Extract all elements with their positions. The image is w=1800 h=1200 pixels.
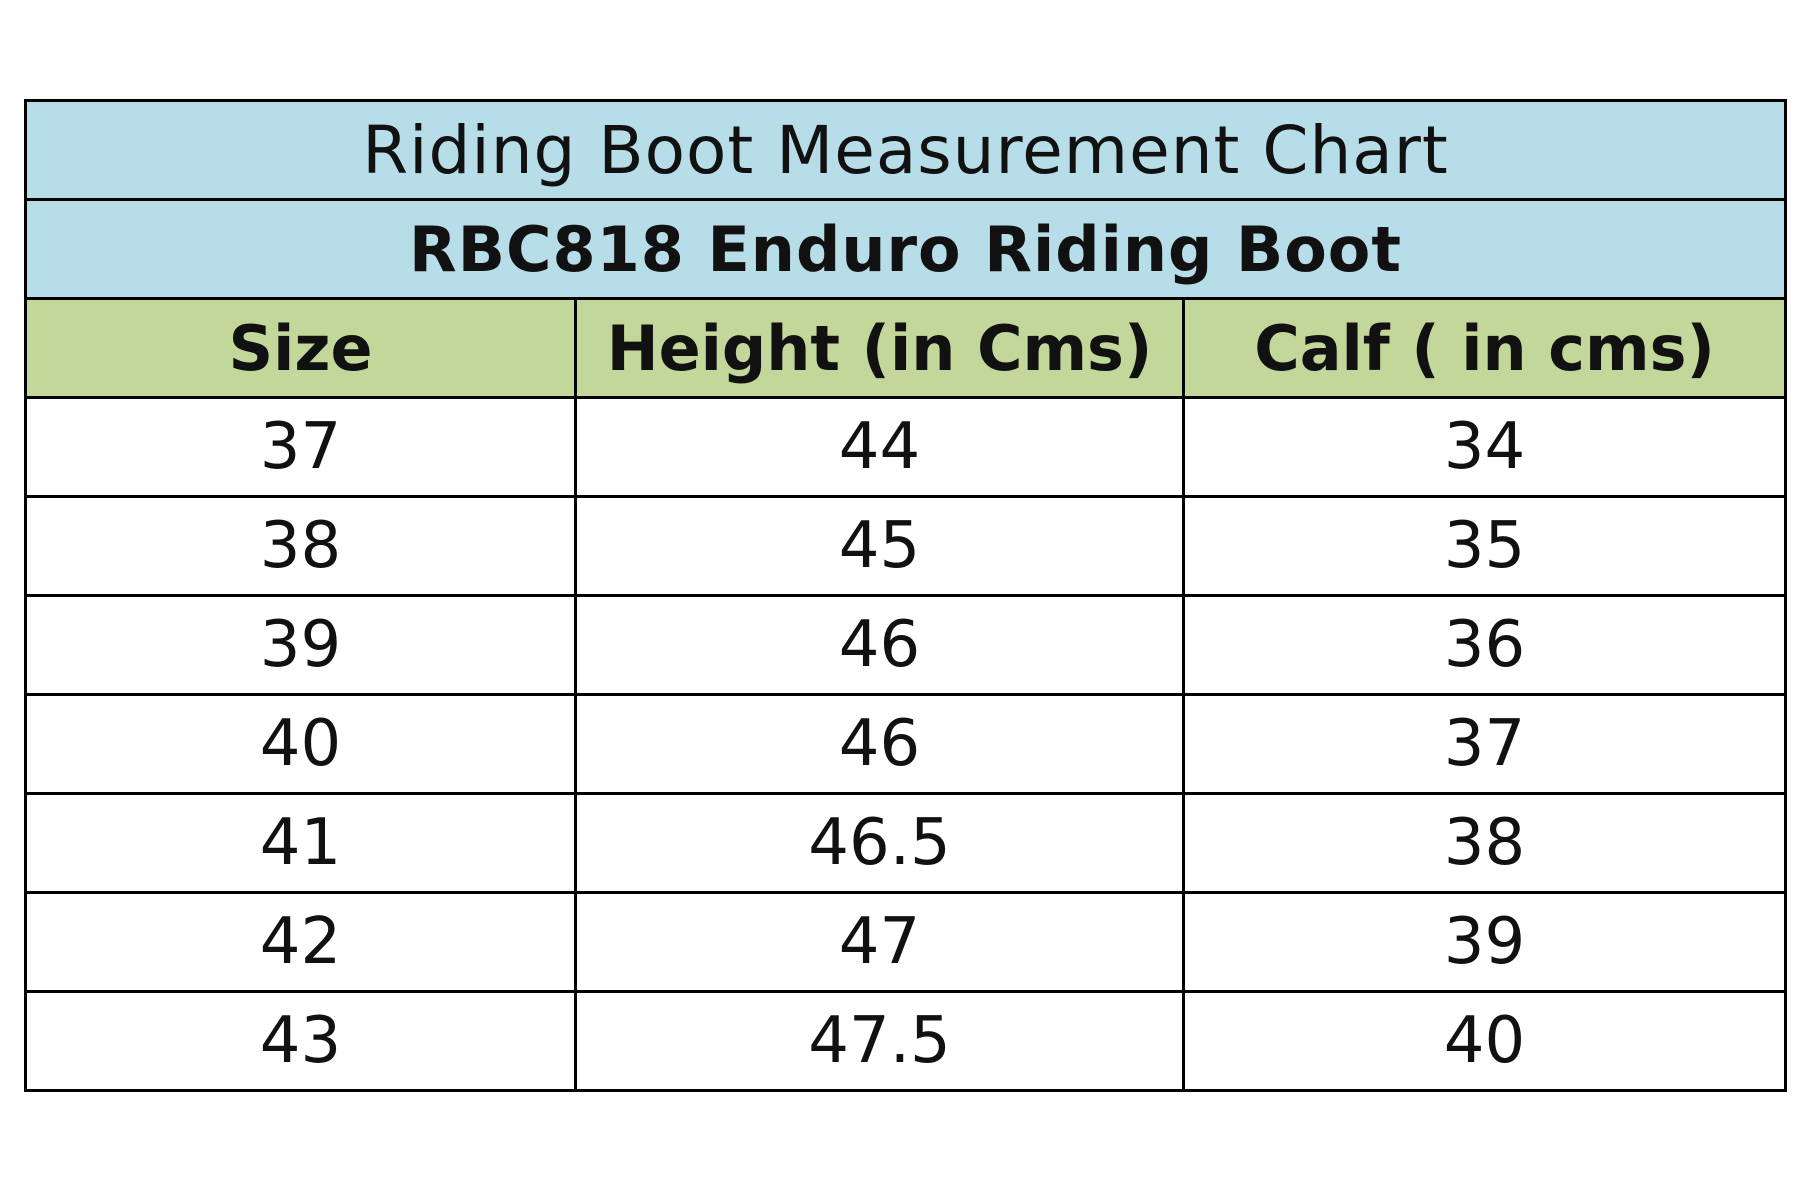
height-cell: 47 xyxy=(574,891,1185,993)
table-row: 39 46 36 xyxy=(24,594,1788,696)
calf-cell: 38 xyxy=(1181,792,1788,894)
title-row: Riding Boot Measurement Chart xyxy=(23,99,1788,201)
calf-cell: 37 xyxy=(1181,693,1788,795)
size-cell: 39 xyxy=(24,594,577,696)
table-row: 42 47 39 xyxy=(24,891,1788,993)
height-cell: 46 xyxy=(574,594,1185,696)
size-cell: 37 xyxy=(24,396,577,498)
table-row: 40 46 37 xyxy=(24,693,1788,795)
table-row: 43 47.5 40 xyxy=(24,990,1788,1092)
size-cell: 41 xyxy=(24,792,577,894)
size-cell: 42 xyxy=(24,891,577,993)
height-cell: 45 xyxy=(574,495,1185,597)
height-cell: 46 xyxy=(574,693,1185,795)
calf-cell: 35 xyxy=(1181,495,1788,597)
table-row: 41 46.5 38 xyxy=(24,792,1788,894)
chart-title: Riding Boot Measurement Chart xyxy=(23,99,1788,201)
product-name: RBC818 Enduro Riding Boot xyxy=(23,198,1788,300)
column-header-height: Height (in Cms) xyxy=(574,297,1185,399)
height-cell: 47.5 xyxy=(574,990,1185,1092)
table-row: 37 44 34 xyxy=(24,396,1788,498)
header-row: Size Height (in Cms) Calf ( in cms) xyxy=(24,297,1788,399)
table-row: 38 45 35 xyxy=(24,495,1788,597)
size-cell: 38 xyxy=(24,495,577,597)
calf-cell: 34 xyxy=(1181,396,1788,498)
size-cell: 40 xyxy=(24,693,577,795)
calf-cell: 40 xyxy=(1181,990,1788,1092)
calf-cell: 39 xyxy=(1181,891,1788,993)
column-header-calf: Calf ( in cms) xyxy=(1181,297,1788,399)
size-cell: 43 xyxy=(24,990,577,1092)
measurement-table: Riding Boot Measurement Chart RBC818 End… xyxy=(23,99,1788,1092)
calf-cell: 36 xyxy=(1181,594,1788,696)
column-header-size: Size xyxy=(24,297,577,399)
height-cell: 44 xyxy=(574,396,1185,498)
height-cell: 46.5 xyxy=(574,792,1185,894)
subtitle-row: RBC818 Enduro Riding Boot xyxy=(23,198,1788,300)
